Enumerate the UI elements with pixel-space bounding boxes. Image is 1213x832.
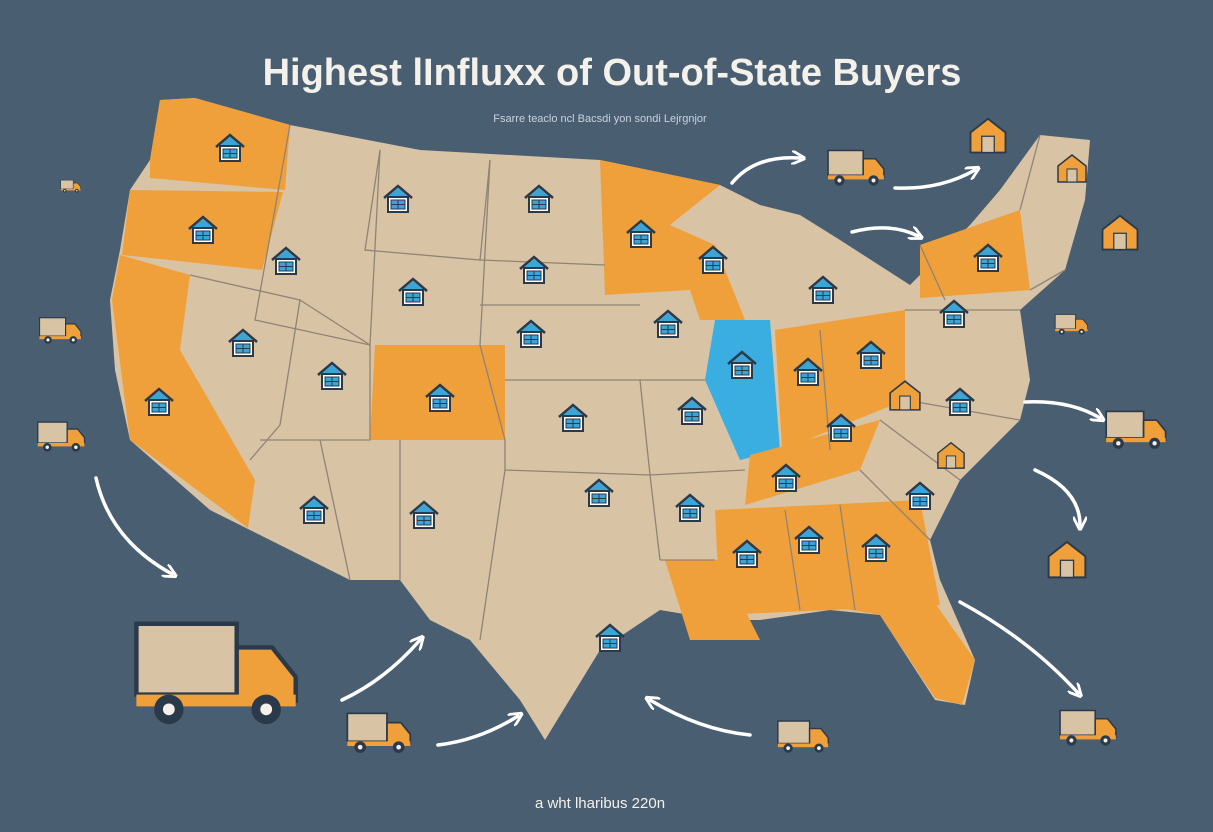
truck-icon: [1105, 410, 1167, 450]
arrow: [958, 600, 1078, 693]
truck-icon: [1054, 313, 1089, 336]
barn-icon: [969, 117, 1007, 154]
barn-icon: [1101, 214, 1139, 251]
state: [665, 560, 760, 640]
truck-icon: [37, 421, 86, 453]
movement-arrows: [94, 158, 1100, 747]
truck-icon: [38, 317, 82, 345]
arrow: [94, 476, 172, 574]
state: [840, 603, 975, 705]
truck-icon: [777, 720, 830, 754]
arrow: [340, 640, 420, 702]
truck-icon: [1059, 709, 1117, 747]
truck-icon: [60, 179, 81, 193]
arrow: [1023, 400, 1100, 418]
truck-icon: [827, 149, 885, 187]
state: [112, 255, 255, 528]
arrow: [850, 228, 918, 236]
state: [775, 310, 905, 450]
state: [920, 210, 1030, 298]
state: [600, 160, 720, 295]
truck-icon: [136, 624, 295, 724]
title: Highest lInfluxx of Out-of-State Buyers: [263, 52, 962, 94]
footer-credit: a wht lharibus 220n: [535, 795, 665, 812]
arrow: [893, 170, 975, 190]
arrow: [650, 700, 752, 737]
arrow: [436, 716, 518, 747]
arrow: [730, 158, 800, 185]
subtitle: Fsarre teaclo ncl Bacsdi yon sondi Lejrg…: [493, 113, 707, 125]
state: [715, 500, 940, 615]
state: [705, 320, 780, 460]
barn-icon: [1047, 540, 1087, 579]
truck-icon: [346, 712, 412, 754]
arrow: [1033, 468, 1080, 525]
